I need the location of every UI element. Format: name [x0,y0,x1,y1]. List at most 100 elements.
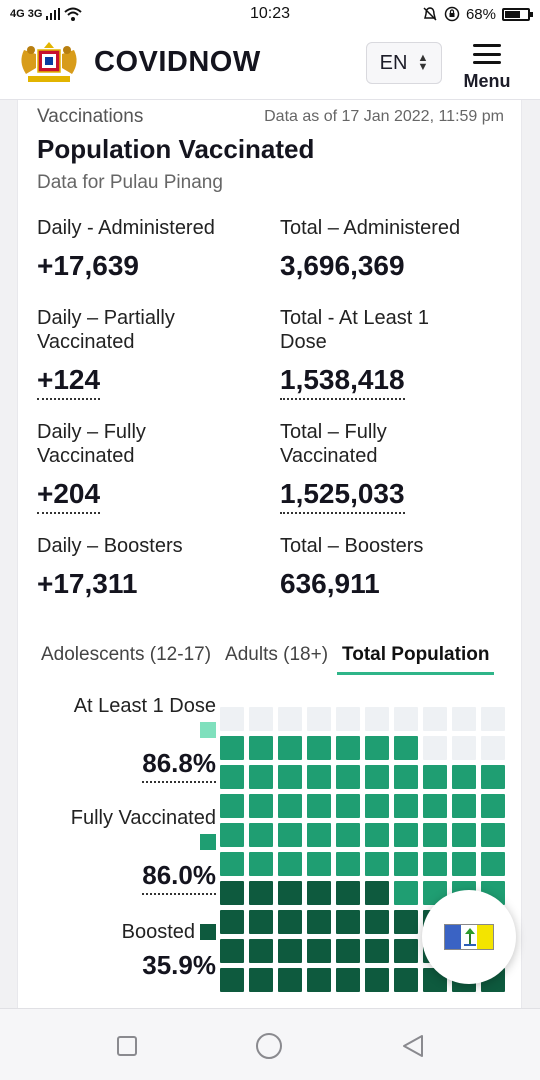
waffle-cell-fully [278,823,302,847]
waffle-cell-fully [481,852,505,876]
total-boosters-label: Total – Boosters [280,535,424,557]
waffle-cell-boosted [307,939,331,963]
waffle-cell-empty [365,707,389,731]
brand-title[interactable]: COVIDNOW [94,46,261,78]
daily-partial-value[interactable]: +124 [37,364,101,400]
waffle-cell-empty [423,736,447,760]
waffle-cell-empty [394,707,418,731]
battery-icon [502,7,533,21]
waffle-cell-empty [423,707,447,731]
vaccination-card: Vaccinations Data as of 17 Jan 2022, 11:… [17,100,522,1010]
daily-fully-label: Daily – Fully Vaccinated [37,421,146,467]
waffle-cell-boosted [278,939,302,963]
daily-fully-value[interactable]: +204 [37,478,101,514]
total-fully-value[interactable]: 1,525,033 [280,478,405,514]
language-select[interactable]: EN ▲ ▼ [366,42,442,84]
legend-fully-swatch [200,834,216,850]
waffle-cell-fully [365,765,389,789]
waffle-cell-empty [278,707,302,731]
battery-percent: 68% [465,5,496,23]
waffle-cell-boosted [394,968,418,992]
waffle-cell-boosted [336,881,360,905]
waffle-cell-fully [452,852,476,876]
back-button[interactable] [398,1031,428,1061]
total-fully-label: Total – Fully Vaccinated [280,421,387,467]
waffle-cell-boosted [220,881,244,905]
tab-adults[interactable]: Adults (18+) [225,644,329,665]
recents-button[interactable] [112,1031,142,1061]
total-boosters-value: 636,911 [280,568,380,599]
penang-flag-icon [444,924,494,950]
tab-adolescents[interactable]: Adolescents (12-17) [41,644,212,665]
state-select-button[interactable] [422,890,516,984]
menu-label: Menu [463,71,511,91]
total-dose1-value[interactable]: 1,538,418 [280,364,405,400]
tab-total-population[interactable]: Total Population [337,644,495,675]
waffle-cell-boosted [394,939,418,963]
legend-boost-label: Boosted [121,921,195,943]
waffle-cell-boosted [249,939,273,963]
waffle-cell-boosted [278,881,302,905]
section-label: Vaccinations [37,106,144,127]
legend-boost-pct: 35.9% [142,950,216,980]
wifi-icon [64,7,83,21]
waffle-cell-fully [278,765,302,789]
waffle-cell-fully [452,794,476,818]
waffle-cell-boosted [249,881,273,905]
waffle-cell-fully [307,852,331,876]
waffle-cell-empty [220,707,244,731]
waffle-chart [220,707,506,992]
back-triangle-icon [403,1035,423,1057]
waffle-cell-fully [278,852,302,876]
waffle-cell-boosted [307,881,331,905]
waffle-cell-fully [336,765,360,789]
waffle-cell-fully [365,823,389,847]
waffle-cell-fully [220,852,244,876]
rotation-lock-icon [444,6,460,22]
waffle-cell-boosted [220,939,244,963]
legend-dose1-pct[interactable]: 86.8% [142,748,216,783]
waffle-cell-fully [481,823,505,847]
waffle-cell-boosted [278,968,302,992]
total-administered-value: 3,696,369 [280,250,405,281]
waffle-cell-fully [249,823,273,847]
legend-boost-swatch [200,924,216,940]
language-value: EN [379,51,408,74]
waffle-cell-boosted [336,968,360,992]
circle-icon [256,1033,282,1059]
waffle-cell-fully [423,794,447,818]
waffle-cell-fully [307,765,331,789]
daily-administered-value: +17,639 [37,250,139,281]
bell-off-icon [423,7,437,21]
waffle-cell-fully [249,736,273,760]
waffle-cell-fully [452,823,476,847]
square-icon [117,1036,137,1056]
waffle-cell-empty [307,707,331,731]
waffle-cell-fully [481,765,505,789]
waffle-cell-empty [336,707,360,731]
legend-fully-pct[interactable]: 86.0% [142,860,216,895]
waffle-cell-boosted [365,968,389,992]
waffle-cell-fully [249,794,273,818]
waffle-cell-boosted [365,939,389,963]
waffle-cell-fully [336,852,360,876]
waffle-cell-fully [336,794,360,818]
waffle-cell-fully [394,765,418,789]
waffle-cell-dose1 [394,736,418,760]
legend-dose1: At Least 1 Dose 86.8% [56,694,216,783]
malaysia-coat-of-arms-icon[interactable] [16,38,82,88]
menu-button[interactable]: Menu [458,42,516,92]
battery-fill [505,10,520,18]
waffle-cell-fully [365,794,389,818]
waffle-cell-fully [394,881,418,905]
signal-icon [46,8,61,20]
waffle-cell-fully [249,765,273,789]
app-header: COVIDNOW EN ▲ ▼ Menu [0,28,540,100]
waffle-cell-fully [220,765,244,789]
waffle-cell-fully [220,823,244,847]
waffle-cell-boosted [336,939,360,963]
home-button[interactable] [254,1031,284,1061]
system-nav-bar [0,1008,540,1080]
legend-fully: Fully Vaccinated 86.0% [56,806,216,895]
daily-administered-label: Daily - Administered [37,217,215,239]
